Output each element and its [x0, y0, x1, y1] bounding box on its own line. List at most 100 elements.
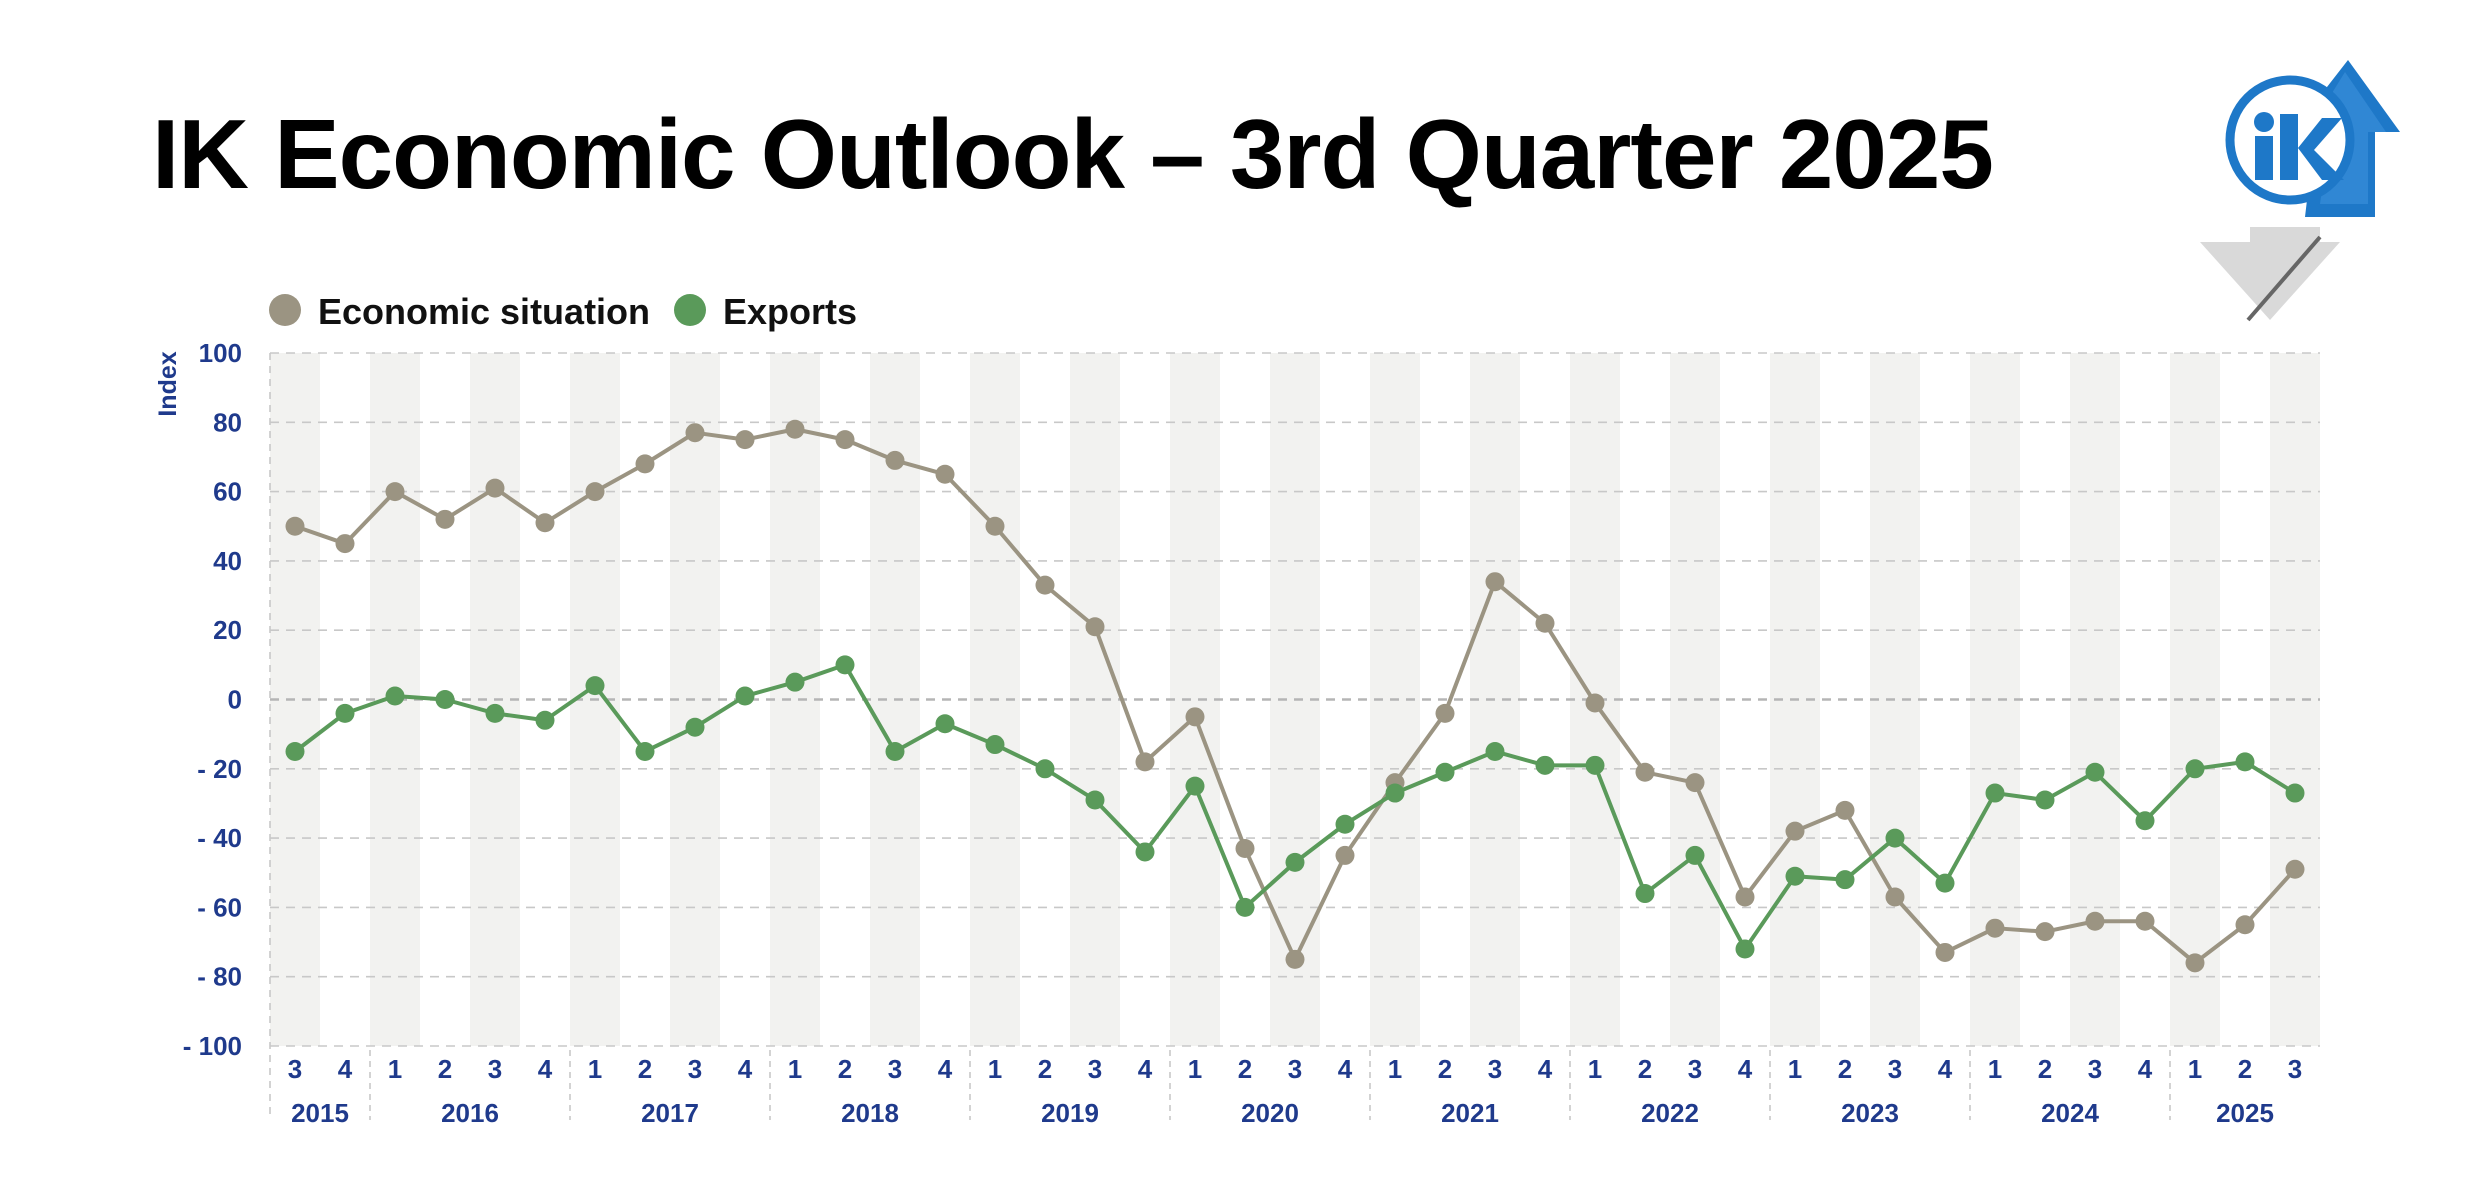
data-point: [1435, 703, 1455, 723]
data-point: [2285, 783, 2305, 803]
y-tick-label: - 80: [197, 962, 242, 992]
data-point: [985, 735, 1005, 755]
year-label: 2022: [1641, 1098, 1699, 1128]
quarter-band: [770, 353, 820, 1046]
data-point: [1585, 755, 1605, 775]
x-tick-label: 1: [2188, 1054, 2202, 1084]
data-point: [2085, 911, 2105, 931]
data-point: [285, 516, 305, 536]
data-point: [685, 717, 705, 737]
data-point: [2085, 762, 2105, 782]
data-point: [785, 672, 805, 692]
x-tick-label: 4: [738, 1054, 753, 1084]
data-point: [435, 509, 455, 529]
data-point: [2035, 790, 2055, 810]
data-point: [1085, 790, 1105, 810]
logo-ik-letters: [2254, 112, 2344, 180]
x-tick-label: 3: [1088, 1054, 1102, 1084]
x-tick-label: 3: [488, 1054, 502, 1084]
data-point: [335, 703, 355, 723]
data-point: [535, 513, 555, 533]
legend-label-economic-situation: Economic situation: [318, 291, 650, 332]
data-point: [1485, 741, 1505, 761]
y-tick-label: - 60: [197, 892, 242, 922]
data-point: [585, 676, 605, 696]
series-lines: [285, 419, 2305, 973]
data-point: [2235, 915, 2255, 935]
data-point: [1885, 887, 1905, 907]
data-point: [835, 430, 855, 450]
data-point: [1535, 755, 1555, 775]
data-point: [1835, 800, 1855, 820]
x-tick-label: 1: [988, 1054, 1002, 1084]
data-point: [685, 423, 705, 443]
data-point: [1435, 762, 1455, 782]
x-tick-label: 1: [1188, 1054, 1202, 1084]
data-point: [985, 516, 1005, 536]
y-tick-label: - 40: [197, 823, 242, 853]
year-label: 2019: [1041, 1098, 1099, 1128]
x-tick-label: 4: [538, 1054, 553, 1084]
data-point: [885, 450, 905, 470]
x-tick-label: 3: [1488, 1054, 1502, 1084]
x-axis-year-labels: 2015 2016 2017 2018 2019 2020 2021 2022 2023 2024…: [291, 1050, 2274, 1128]
data-point: [1285, 852, 1305, 872]
x-tick-label: 1: [1588, 1054, 1602, 1084]
data-point: [2285, 859, 2305, 879]
x-tick-label: 1: [788, 1054, 802, 1084]
data-point: [935, 464, 955, 484]
year-label: 2020: [1241, 1098, 1299, 1128]
x-tick-label: 2: [1638, 1054, 1652, 1084]
data-point: [1135, 842, 1155, 862]
x-axis-quarter-ticks: 3 4 1 2 3 4 1 2 3 4 1 2 3 4 1 2 3 4 1 2 3 4 1 2 3 4 1 2 3 4 1 2 3 4 1 2 3 4 1 2…: [288, 1054, 2302, 1084]
data-point: [735, 430, 755, 450]
quarter-band: [1170, 353, 1220, 1046]
data-point: [385, 686, 405, 706]
data-point: [385, 482, 405, 502]
data-point: [435, 690, 455, 709]
data-point: [1335, 814, 1355, 834]
data-point: [1185, 707, 1205, 727]
legend-marker-exports: [674, 294, 706, 326]
data-point: [1785, 866, 1805, 886]
x-tick-label: 3: [1288, 1054, 1302, 1084]
year-label: 2025: [2216, 1098, 2274, 1128]
y-axis-ticks: 100 80 60 40 20 0 - 20 - 40 - 60 - 80 - 100: [183, 338, 242, 1061]
quarter-band: [1970, 353, 2020, 1046]
data-point: [2185, 759, 2205, 779]
x-tick-label: 2: [638, 1054, 652, 1084]
data-point: [1585, 693, 1605, 713]
data-point: [335, 534, 355, 554]
x-tick-label: 4: [938, 1054, 953, 1084]
x-tick-label: 2: [1038, 1054, 1052, 1084]
x-tick-label: 4: [1538, 1054, 1553, 1084]
year-label: 2016: [441, 1098, 499, 1128]
data-point: [1685, 845, 1705, 865]
data-point: [1735, 939, 1755, 959]
legend-marker-economic-situation: [269, 294, 301, 326]
year-label: 2021: [1441, 1098, 1499, 1128]
x-tick-label: 1: [588, 1054, 602, 1084]
data-point: [785, 419, 805, 439]
data-point: [1635, 884, 1655, 904]
x-tick-label: 1: [1788, 1054, 1802, 1084]
y-tick-label: - 20: [197, 754, 242, 784]
data-point: [1185, 776, 1205, 796]
legend-label-exports: Exports: [723, 291, 857, 332]
x-tick-label: 2: [2038, 1054, 2052, 1084]
y-axis-label: Index: [154, 351, 182, 416]
year-label: 2023: [1841, 1098, 1899, 1128]
data-point: [2135, 911, 2155, 931]
data-point: [935, 714, 955, 734]
data-point: [1235, 838, 1255, 858]
data-point: [1685, 773, 1705, 793]
page-title: IK Economic Outlook – 3rd Quarter 2025: [152, 99, 1994, 209]
y-tick-label: - 100: [183, 1031, 242, 1061]
data-point: [1285, 949, 1305, 969]
x-tick-label: 2: [438, 1054, 452, 1084]
x-tick-label: 2: [1438, 1054, 1452, 1084]
legend: Economic situation Exports: [269, 291, 857, 332]
year-label: 2015: [291, 1098, 349, 1128]
year-label: 2018: [841, 1098, 899, 1128]
x-tick-label: 4: [1138, 1054, 1153, 1084]
